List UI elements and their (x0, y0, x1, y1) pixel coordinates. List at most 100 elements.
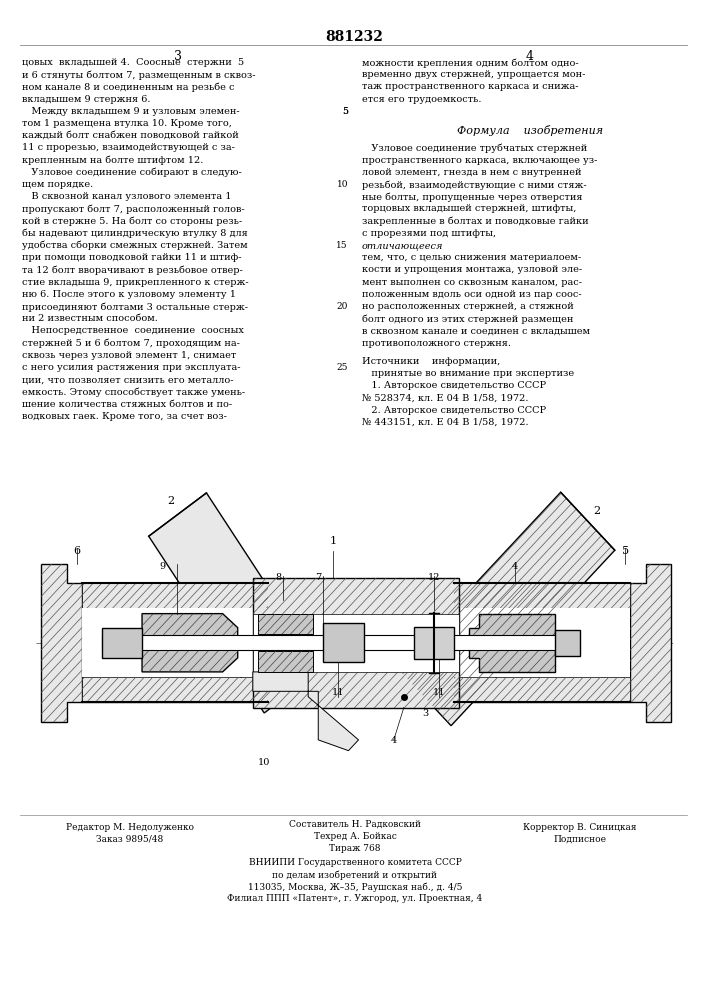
Polygon shape (81, 583, 268, 702)
Text: В сквозной канал узлового элемента 1: В сквозной канал узлового элемента 1 (22, 192, 231, 201)
Text: резьбой, взаимодействующие с ними стяж-: резьбой, взаимодействующие с ними стяж- (362, 180, 587, 190)
Polygon shape (469, 614, 555, 672)
Polygon shape (102, 635, 565, 650)
Text: шение количества стяжных болтов и по-: шение количества стяжных болтов и по- (22, 400, 232, 409)
Polygon shape (253, 672, 358, 751)
Text: Составитель Н. Радковский: Составитель Н. Радковский (289, 820, 421, 829)
Text: ловой элемент, гнезда в нем с внутренней: ловой элемент, гнезда в нем с внутренней (362, 168, 581, 177)
Text: 3: 3 (174, 50, 182, 63)
Polygon shape (41, 564, 81, 722)
Polygon shape (81, 583, 268, 608)
Text: Формула    изобретения: Формула изобретения (457, 125, 603, 136)
Text: можности крепления одним болтом одно-: можности крепления одним болтом одно- (362, 58, 578, 68)
Text: 11: 11 (433, 688, 445, 697)
Text: Филиал ППП «Патент», г. Ужгород, ул. Проектная, 4: Филиал ППП «Патент», г. Ужгород, ул. Про… (228, 894, 483, 903)
Polygon shape (148, 493, 322, 713)
Text: пространственного каркаса, включающее уз-: пространственного каркаса, включающее уз… (362, 156, 597, 165)
Text: при помощи поводковой гайки 11 и штиф-: при помощи поводковой гайки 11 и штиф- (22, 253, 242, 262)
Text: ется его трудоемкость.: ется его трудоемкость. (362, 95, 481, 104)
Text: Узловое соединение собирают в следую-: Узловое соединение собирают в следую- (22, 168, 242, 177)
Text: вкладышем 9 стержня 6.: вкладышем 9 стержня 6. (22, 95, 151, 104)
Text: 881232: 881232 (325, 30, 383, 44)
Text: закрепленные в болтах и поводковые гайки: закрепленные в болтах и поводковые гайки (362, 217, 589, 226)
Text: 8: 8 (275, 573, 281, 582)
Text: мент выполнен со сквозным каналом, рас-: мент выполнен со сквозным каналом, рас- (362, 278, 582, 287)
Polygon shape (81, 608, 268, 677)
Text: сквозь через узловой элемент 1, снимает: сквозь через узловой элемент 1, снимает (22, 351, 236, 360)
Text: крепленным на болте штифтом 12.: крепленным на болте штифтом 12. (22, 156, 204, 165)
Text: удобства сборки смежных стержней. Затем: удобства сборки смежных стержней. Затем (22, 241, 247, 250)
Text: по делам изобретений и открытий: по делам изобретений и открытий (272, 870, 438, 880)
Text: 2: 2 (168, 496, 175, 506)
Text: 5: 5 (342, 107, 348, 116)
Text: ции, что позволяет снизить его металло-: ции, что позволяет снизить его металло- (22, 375, 233, 384)
Text: 4: 4 (526, 50, 534, 63)
Text: ни 2 известным способом.: ни 2 известным способом. (22, 314, 158, 323)
Text: цовых  вкладышей 4.  Соосные  стержни  5: цовых вкладышей 4. Соосные стержни 5 (22, 58, 244, 67)
Polygon shape (631, 564, 671, 722)
Text: но расположенных стержней, а стяжной: но расположенных стержней, а стяжной (362, 302, 574, 311)
Text: 7: 7 (315, 573, 322, 582)
Text: 10: 10 (258, 758, 270, 767)
Polygon shape (414, 627, 454, 659)
Text: № 528374, кл. Е 04 В 1/58, 1972.: № 528374, кл. Е 04 В 1/58, 1972. (362, 393, 529, 402)
Text: ные болты, пропущенные через отверстия: ные болты, пропущенные через отверстия (362, 192, 583, 202)
Polygon shape (397, 492, 615, 726)
Text: Техред А. Бойкас: Техред А. Бойкас (314, 832, 397, 841)
Polygon shape (454, 677, 631, 702)
Text: Источники    информации,: Источники информации, (362, 357, 501, 366)
Text: Непосредственное  соединение  соосных: Непосредственное соединение соосных (22, 326, 244, 335)
Text: 2. Авторское свидетельство СССР: 2. Авторское свидетельство СССР (362, 406, 546, 415)
Text: принятые во внимание при экспертизе: принятые во внимание при экспертизе (362, 369, 574, 378)
Text: 11: 11 (332, 688, 344, 697)
Text: 5: 5 (342, 107, 348, 116)
Polygon shape (323, 623, 363, 662)
Text: Тираж 768: Тираж 768 (329, 844, 381, 853)
Text: Между вкладышем 9 и узловым элемен-: Между вкладышем 9 и узловым элемен- (22, 107, 240, 116)
Text: в сквозном канале и соединен с вкладышем: в сквозном канале и соединен с вкладышем (362, 326, 590, 335)
Text: 5: 5 (622, 546, 629, 556)
Text: положенным вдоль оси одной из пар соос-: положенным вдоль оси одной из пар соос- (362, 290, 582, 299)
Text: 12: 12 (428, 573, 440, 582)
Text: 9: 9 (159, 562, 165, 571)
Text: 11 с прорезью, взаимодействующей с за-: 11 с прорезью, взаимодействующей с за- (22, 143, 235, 152)
Text: стие вкладыша 9, прикрепленного к стерж-: стие вкладыша 9, прикрепленного к стерж- (22, 278, 249, 287)
Text: и 6 стянуты болтом 7, размещенным в сквоз-: и 6 стянуты болтом 7, размещенным в скво… (22, 70, 255, 80)
Text: 1. Авторское свидетельство СССР: 1. Авторское свидетельство СССР (362, 381, 546, 390)
Text: 4: 4 (511, 562, 518, 571)
Text: каждый болт снабжен поводковой гайкой: каждый болт снабжен поводковой гайкой (22, 131, 239, 140)
Text: пропускают болт 7, расположенный голов-: пропускают болт 7, расположенный голов- (22, 204, 245, 214)
Text: Узловое соединение трубчатых стержней: Узловое соединение трубчатых стержней (362, 143, 588, 153)
Text: том 1 размещена втулка 10. Кроме того,: том 1 размещена втулка 10. Кроме того, (22, 119, 232, 128)
Text: 4: 4 (391, 736, 397, 745)
Polygon shape (253, 578, 460, 708)
Text: отличающееся: отличающееся (362, 241, 443, 250)
Text: Редактор М. Недолуженко: Редактор М. Недолуженко (66, 823, 194, 832)
Polygon shape (454, 583, 631, 608)
Text: присоединяют болтами 3 остальные стерж-: присоединяют болтами 3 остальные стерж- (22, 302, 248, 312)
Polygon shape (142, 614, 238, 672)
Text: 6: 6 (73, 546, 80, 556)
Text: № 443151, кл. Е 04 В 1/58, 1972.: № 443151, кл. Е 04 В 1/58, 1972. (362, 418, 529, 427)
Text: кости и упрощения монтажа, узловой эле-: кости и упрощения монтажа, узловой эле- (362, 265, 582, 274)
Text: Заказ 9895/48: Заказ 9895/48 (96, 835, 163, 844)
Text: Корректор В. Синицкая: Корректор В. Синицкая (523, 823, 637, 832)
Text: тем, что, с целью снижения материалоем-: тем, что, с целью снижения материалоем- (362, 253, 581, 262)
Text: 2: 2 (592, 506, 600, 516)
Text: с прорезями под штифты,: с прорезями под штифты, (362, 229, 499, 238)
Text: стержней 5 и 6 болтом 7, проходящим на-: стержней 5 и 6 болтом 7, проходящим на- (22, 339, 240, 348)
Text: таж пространственного каркаса и снижа-: таж пространственного каркаса и снижа- (362, 82, 578, 91)
Text: 15: 15 (337, 241, 348, 250)
Text: 10: 10 (337, 180, 348, 189)
Text: противоположного стержня.: противоположного стержня. (362, 339, 511, 348)
Polygon shape (454, 608, 631, 677)
Text: водковых гаек. Кроме того, за счет воз-: водковых гаек. Кроме того, за счет воз- (22, 412, 227, 421)
Text: с него усилия растяжения при эксплуата-: с него усилия растяжения при эксплуата- (22, 363, 240, 372)
Text: 20: 20 (337, 302, 348, 311)
Polygon shape (555, 630, 580, 656)
Text: ню 6. После этого к узловому элементу 1: ню 6. После этого к узловому элементу 1 (22, 290, 236, 299)
Polygon shape (253, 614, 460, 672)
Text: кой в стержне 5. На болт со стороны резь-: кой в стержне 5. На болт со стороны резь… (22, 217, 242, 226)
Text: бы надевают цилиндрическую втулку 8 для: бы надевают цилиндрическую втулку 8 для (22, 229, 247, 238)
Text: болт одного из этих стержней размещен: болт одного из этих стержней размещен (362, 314, 573, 324)
